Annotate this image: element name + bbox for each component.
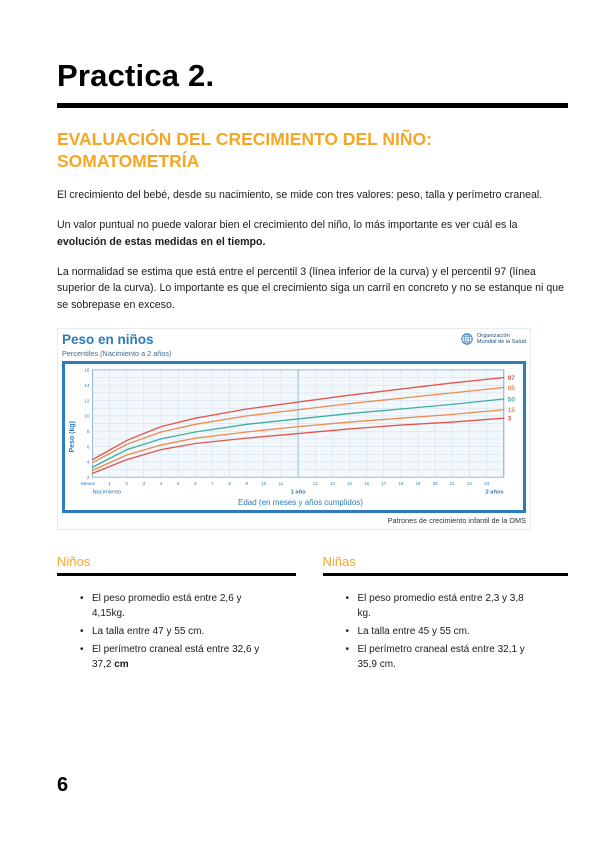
svg-text:4: 4: [87, 460, 90, 466]
svg-text:2: 2: [126, 481, 129, 486]
svg-text:14: 14: [84, 383, 90, 389]
page-title: Practica 2.: [57, 58, 215, 93]
who-logo-text: Organización Mundial de la Salud: [477, 333, 526, 346]
bullet-text: La talla entre 45 y 55 cm.: [357, 626, 470, 638]
svg-text:12: 12: [84, 398, 90, 404]
who-logo-line2: Mundial de la Salud: [476, 339, 526, 346]
svg-text:6: 6: [87, 445, 90, 451]
svg-text:3: 3: [508, 416, 512, 423]
svg-text:13: 13: [313, 481, 318, 486]
boys-heading: Niños: [57, 553, 91, 569]
svg-text:8: 8: [228, 481, 231, 486]
page-number: 6: [57, 774, 69, 796]
y-axis-label: Peso (kg): [69, 421, 76, 453]
girls-heading-rule: [322, 572, 568, 577]
who-globe-icon: [461, 333, 473, 345]
svg-text:1 año: 1 año: [291, 490, 307, 496]
svg-text:16: 16: [84, 368, 90, 374]
svg-text:Meses: Meses: [81, 481, 96, 487]
svg-text:21: 21: [450, 481, 455, 486]
svg-text:19: 19: [416, 481, 421, 486]
section-heading-line2: SOMATOMETRÍA: [57, 151, 200, 172]
svg-text:15: 15: [347, 481, 352, 486]
svg-text:50: 50: [508, 397, 516, 404]
svg-text:97: 97: [508, 375, 516, 382]
bullet-text: El perímetro craneal está entre 32,1 y 3…: [357, 644, 525, 671]
girls-column: Niñas El peso promedio está entre 2,3 y …: [322, 553, 569, 676]
bullet-item: La talla entre 47 y 55 cm.: [78, 624, 260, 639]
svg-text:5: 5: [177, 481, 180, 486]
bullet-text: El perímetro craneal está entre 32,6 y 3…: [92, 644, 260, 671]
paragraph-evolution: Un valor puntual no puede valorar bien e…: [57, 217, 568, 250]
who-logo: Organización Mundial de la Salud: [460, 332, 526, 346]
bullet-bold: cm: [114, 659, 129, 671]
who-logo-line1: Organización: [476, 332, 510, 339]
paragraph-intro: El crecimiento del bebé, desde su nacimi…: [57, 188, 543, 201]
bullet-text: El peso promedio está entre 2,3 y 3,8 kg…: [357, 593, 524, 620]
svg-text:85: 85: [508, 385, 516, 392]
svg-text:10: 10: [84, 414, 90, 420]
chart-footer: Patrones de crecimiento infantil de la O…: [387, 515, 526, 525]
plot-area: 2 4 6 8 10 12 14 16 97 85 50 15 3 1 2 3 4 5 6 7 8 9 10 11 13 14 15…: [80, 364, 523, 509]
svg-text:16: 16: [364, 481, 369, 486]
svg-text:2: 2: [87, 475, 90, 481]
svg-text:8: 8: [87, 429, 90, 435]
section-heading-line1: EVALUACIÓN DEL CRECIMIENTO DEL NIÑO:: [57, 129, 432, 149]
svg-text:14: 14: [330, 481, 335, 486]
bullet-item: El peso promedio está entre 2,6 y 4,15kg…: [78, 591, 260, 621]
section-heading: EVALUACIÓN DEL CRECIMIENTO DEL NIÑO: SOM…: [57, 128, 568, 173]
y-axis: Peso (kg): [65, 364, 80, 509]
boys-column: Niños El peso promedio está entre 2,6 y …: [57, 554, 296, 676]
title-rule: [57, 103, 568, 108]
paragraph-evolution-text: Un valor puntual no puede valorar bien e…: [57, 219, 518, 232]
chart-subtitle: Percentiles (Nacimiento a 2 años): [62, 349, 172, 359]
svg-text:Nacimiento: Nacimiento: [92, 490, 121, 496]
bullet-text: La talla entre 47 y 55 cm.: [92, 626, 205, 638]
svg-text:1: 1: [108, 481, 111, 486]
boys-heading-rule: [57, 572, 296, 577]
svg-text:2 años: 2 años: [486, 490, 504, 496]
svg-text:9: 9: [245, 481, 248, 486]
svg-text:15: 15: [508, 407, 516, 414]
chart-title: Peso en niños: [62, 332, 154, 348]
bullet-item: La talla entre 45 y 55 cm.: [344, 624, 526, 639]
paragraph-percentiles: La normalidad se estima que está entre e…: [57, 266, 565, 311]
svg-text:23: 23: [484, 481, 489, 486]
bullet-item: El peso promedio está entre 2,3 y 3,8 kg…: [344, 591, 526, 621]
bullet-item: El perímetro craneal está entre 32,1 y 3…: [344, 642, 526, 672]
svg-text:7: 7: [211, 481, 214, 486]
svg-text:18: 18: [399, 481, 404, 486]
girls-bullet-list: El peso promedio está entre 2,3 y 3,8 kg…: [344, 591, 569, 672]
svg-text:6: 6: [194, 481, 197, 486]
svg-text:3: 3: [143, 481, 146, 486]
chart-frame: Peso (kg) 2 4 6 8 10 12 14 16 97 85 50 15 3 1 2 3 4 5 6 7 8 9…: [62, 361, 526, 513]
svg-text:4: 4: [160, 481, 163, 486]
bullet-item: El perímetro craneal está entre 32,6 y 3…: [78, 642, 260, 672]
svg-text:20: 20: [433, 481, 438, 486]
boys-bullet-list: El peso promedio está entre 2,6 y 4,15kg…: [78, 591, 296, 672]
summary-columns: Niños El peso promedio está entre 2,6 y …: [57, 554, 568, 676]
girls-heading: Niñas: [322, 553, 356, 569]
x-axis-label: Edad (en meses y años cumplidos): [238, 497, 363, 507]
svg-text:22: 22: [467, 481, 472, 486]
paragraph-evolution-bold: evolución de estas medidas en el tiempo.: [57, 235, 266, 248]
svg-text:10: 10: [261, 481, 266, 486]
chart-header: Peso en niños Organización Mundial de la…: [62, 332, 526, 347]
svg-text:11: 11: [279, 481, 284, 486]
svg-text:17: 17: [381, 481, 386, 486]
bullet-text: El peso promedio está entre 2,6 y 4,15kg…: [92, 593, 242, 620]
growth-chart-figure: Peso en niños Organización Mundial de la…: [57, 328, 531, 530]
